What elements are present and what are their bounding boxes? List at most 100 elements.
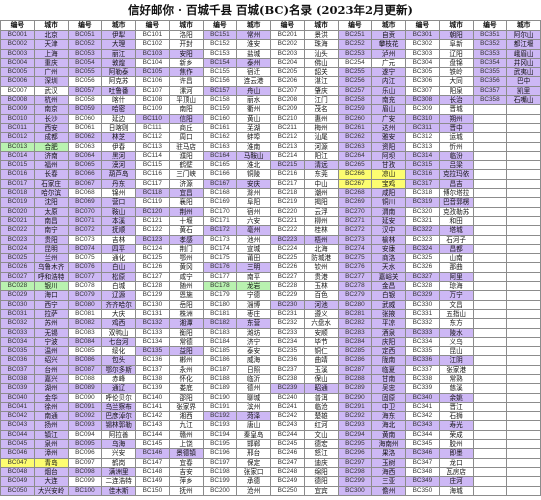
city-cell: 丽江 <box>101 48 136 59</box>
code-cell: BC313 <box>405 141 440 152</box>
code-cell: BC050 <box>0 485 35 496</box>
city-cell: 海口 <box>33 290 69 301</box>
city-cell: 白银 <box>371 290 406 301</box>
code-cell: BC276 <box>337 262 373 273</box>
code-cell: BC093 <box>67 420 103 431</box>
empty-cell <box>506 262 541 273</box>
code-cell: BC004 <box>0 57 35 69</box>
code-cell: BC084 <box>67 336 103 348</box>
city-cell: 景洪 <box>303 29 339 41</box>
code-cell: BC225 <box>270 253 305 264</box>
city-cell: 惠州 <box>303 113 339 124</box>
city-cell: 丹东 <box>101 178 136 190</box>
empty-cell <box>472 411 508 422</box>
city-cell: 台州 <box>33 364 69 376</box>
city-cell: 陵水 <box>438 327 474 338</box>
code-cell: BC178 <box>202 280 238 292</box>
header-city-cell: 城市 <box>506 20 541 31</box>
city-cell: 德州 <box>236 383 271 394</box>
code-cell: BC232 <box>270 318 305 329</box>
code-cell: BC308 <box>405 95 440 106</box>
empty-cell <box>472 104 508 115</box>
city-cell: 徐州 <box>33 401 69 413</box>
city-cell: 营口 <box>101 197 136 208</box>
code-cell: BC253 <box>337 48 373 59</box>
city-cell: 玉林 <box>303 280 339 292</box>
empty-cell <box>506 160 541 171</box>
code-cell: BC057 <box>67 85 103 97</box>
code-cell: BC252 <box>337 39 373 50</box>
city-cell: 锦州 <box>101 188 136 199</box>
code-cell: BC175 <box>202 253 238 264</box>
code-cell: BC348 <box>405 466 440 478</box>
city-cell: 百色 <box>303 290 339 301</box>
code-cell: BC158 <box>202 95 238 106</box>
city-cell: 石嘴山 <box>506 95 541 106</box>
city-cell: 临沂 <box>236 373 271 385</box>
code-cell: BC288 <box>337 373 373 385</box>
code-cell: BC066 <box>67 169 103 180</box>
city-cell: 衡阳 <box>168 327 204 338</box>
code-cell: BC092 <box>67 411 103 422</box>
code-cell: BC185 <box>202 346 238 357</box>
table-row: BC005 广州 BC055 阿勒泰 BC105 焦作 BC155 宿迁 BC205 韶关 BC25… <box>0 67 541 78</box>
code-cell: BC152 <box>202 39 238 50</box>
code-cell: BC218 <box>270 188 305 199</box>
city-cell: 昭通 <box>303 383 339 394</box>
city-cell: 扬州 <box>33 420 69 431</box>
empty-cell <box>472 364 508 376</box>
city-cell: 满洲里 <box>101 466 136 478</box>
city-cell: 河源 <box>303 141 339 152</box>
empty-cell <box>506 280 541 292</box>
city-cell: 永州 <box>168 364 204 376</box>
code-cell: BC287 <box>337 364 373 376</box>
code-cell: BC063 <box>67 141 103 152</box>
code-cell: BC077 <box>67 271 103 283</box>
code-cell: BC259 <box>337 104 373 115</box>
city-cell: 淮南 <box>236 141 271 152</box>
empty-cell <box>506 457 541 468</box>
code-cell: BC156 <box>202 76 238 87</box>
table-row: BC023 贵阳 BC073 吉林 BC123 孝感 BC173 池州 BC223 梧州 BC273… <box>0 234 541 245</box>
city-cell: 晋城 <box>438 104 474 115</box>
code-cell: BC260 <box>337 113 373 124</box>
city-cell: 海北 <box>371 420 406 431</box>
code-cell: BC264 <box>337 150 373 162</box>
code-cell: BC330 <box>405 299 440 310</box>
empty-cell <box>506 364 541 376</box>
city-cell: 慈溪 <box>438 383 474 394</box>
code-cell: BC058 <box>67 95 103 106</box>
city-cell: 抚州 <box>168 485 204 496</box>
code-cell: BC034 <box>0 336 35 348</box>
city-cell: 揭阳 <box>303 197 339 208</box>
code-cell: BC169 <box>202 197 238 208</box>
table-row: BC045 泉州 BC095 乌海 BC145 上饶 BC195 邯郸 BC245 德宏 BC295… <box>0 439 541 450</box>
code-cell: BC310 <box>405 113 440 124</box>
city-cell: 衢州 <box>236 104 271 115</box>
code-cell: BC337 <box>405 364 440 376</box>
city-cell: 海西 <box>371 466 406 478</box>
code-cell: BC130 <box>135 299 170 310</box>
code-cell: BC106 <box>135 76 170 87</box>
city-cell: 阿克苏 <box>101 76 136 87</box>
city-cell: 池州 <box>236 234 271 245</box>
empty-cell <box>472 318 508 329</box>
city-cell: 漠河 <box>101 160 136 171</box>
city-cell: 商丘 <box>168 122 204 134</box>
city-cell: 邵阳 <box>168 392 204 403</box>
empty-cell <box>472 122 508 134</box>
code-cell: BC167 <box>202 178 238 190</box>
code-cell: BC070 <box>67 206 103 217</box>
code-cell: BC110 <box>135 113 170 124</box>
city-cell: 绥化 <box>101 346 136 357</box>
code-cell: BC349 <box>405 476 440 487</box>
city-cell: 宜春 <box>168 457 204 468</box>
code-cell: BC103 <box>135 48 170 59</box>
code-cell: BC023 <box>0 234 35 245</box>
code-cell: BC135 <box>135 346 170 357</box>
code-cell: BC326 <box>405 262 440 273</box>
code-cell: BC237 <box>270 364 305 376</box>
code-cell: BC111 <box>135 122 170 134</box>
city-cell: 吉林 <box>101 234 136 245</box>
city-cell: 二连浩特 <box>101 476 136 487</box>
